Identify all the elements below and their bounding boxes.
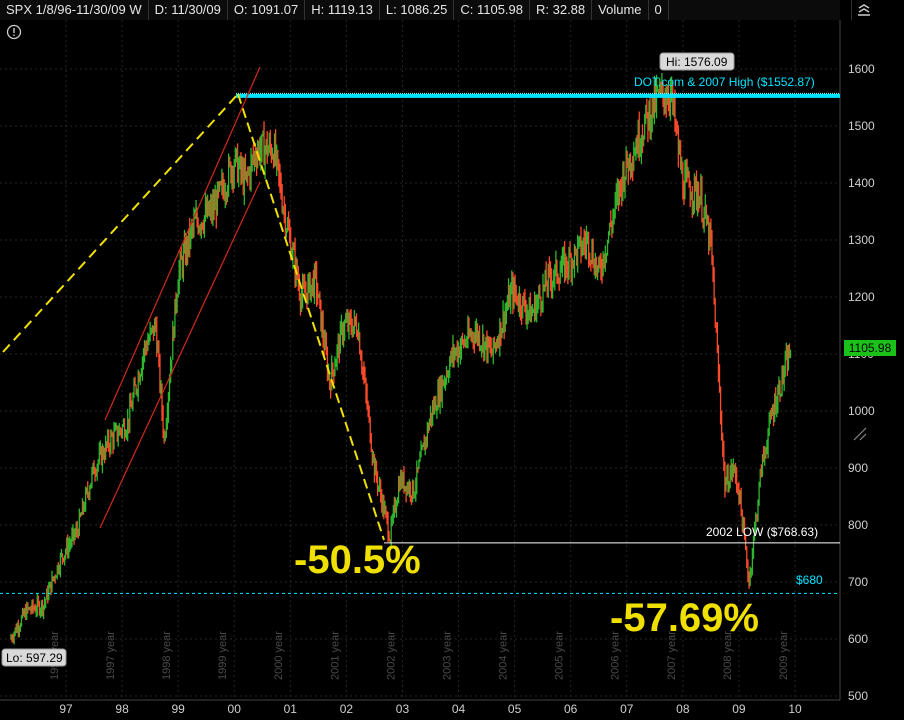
symbol-label[interactable]: SPX 1/8/96-11/30/09 W [0,0,149,20]
year-watermark: 1997 year [105,631,117,680]
year-watermark: 1998 year [161,631,173,680]
y-tick-label: 1000 [848,404,875,418]
y-axis: 5006007008009001000110012001300140015001… [848,62,875,703]
x-tick-label: 99 [171,702,185,716]
year-watermark: 2007 year [666,631,678,680]
x-tick-label: 07 [620,702,634,716]
quote-info-bar: SPX 1/8/96-11/30/09 W D: 11/30/09 O: 109… [0,0,840,20]
y-tick-label: 600 [848,632,868,646]
y-tick-label: 900 [848,461,868,475]
x-tick-label: 06 [564,702,578,716]
settings-icon[interactable] [850,424,870,444]
drop-2009-label: -57.69% [610,596,759,640]
x-tick-label: 02 [340,702,354,716]
decline-trend-line [237,93,385,541]
trend-line-long [2,93,239,353]
collapse-icon [858,4,870,16]
annotation-labels: Hi: 1576.09 DOT.com & 2007 High ($1552.87… [1,52,823,667]
date-label: D: 11/30/09 [149,0,228,20]
x-tick-label: 98 [115,702,129,716]
high-label: Hi: 1576.09 [666,55,728,69]
candlestick-series [10,73,792,645]
low-label-box [1,648,67,667]
range-label: R: 32.88 [530,0,593,20]
channel-line-upper [104,66,261,421]
x-tick-label: 01 [284,702,298,716]
x-tick-label: 09 [732,702,746,716]
year-watermark: 2003 year [441,631,453,680]
low-label: Lo: 597.29 [6,651,63,665]
x-tick-label: 10 [788,702,802,716]
chart-grid [0,20,841,701]
y-tick-label: 800 [848,518,868,532]
year-watermark: 2005 year [554,631,566,680]
year-watermark: 2001 year [329,631,341,680]
x-tick-label: 00 [228,702,242,716]
year-watermark: 1999 year [217,631,229,680]
year-watermark: 2009 year [778,631,790,680]
low-2002-label: 2002 LOW ($768.63) [706,525,818,539]
channel-line-lower [99,181,261,529]
y-tick-label: 1200 [848,290,875,304]
low-label: L: 1086.25 [380,0,455,20]
collapse-button[interactable] [851,0,876,20]
x-tick-label: 97 [59,702,73,716]
year-watermark: 2006 year [610,631,622,680]
x-tick-label: 03 [396,702,410,716]
current-price-label: 1105.98 [844,340,896,356]
close-label: C: 1105.98 [454,0,530,20]
y-tick-label: 500 [848,689,868,703]
y-tick-label: 1500 [848,119,875,133]
high-label-box [659,52,735,71]
open-label: O: 1091.07 [228,0,306,20]
drop-2002-label: -50.5% [294,538,421,582]
y-tick-label: 1400 [848,176,875,190]
year-watermark: 2000 year [273,631,285,680]
y-tick-label: 1300 [848,233,875,247]
y-tick-label: 1600 [848,62,875,76]
year-watermark: 2002 year [385,631,397,680]
high-label: H: 1119.13 [305,0,380,20]
info-icon[interactable] [6,24,22,40]
volume-label: Volume [592,0,649,20]
trendline-drawings[interactable] [0,66,840,594]
resistance-label: DOT.com & 2007 High ($1552.87) [634,75,815,89]
x-tick-label: 04 [452,702,466,716]
x-tick-label: 08 [676,702,690,716]
support-label: $680 [796,573,823,587]
x-tick-label: 05 [508,702,522,716]
x-axis: 97 98 99 00 01 02 03 04 05 06 07 08 09 10 [59,702,802,716]
year-watermark: 2004 year [498,631,510,680]
volume-value: 0 [649,0,669,20]
y-tick-label: 700 [848,575,868,589]
year-watermark: 2008 year [722,631,734,680]
